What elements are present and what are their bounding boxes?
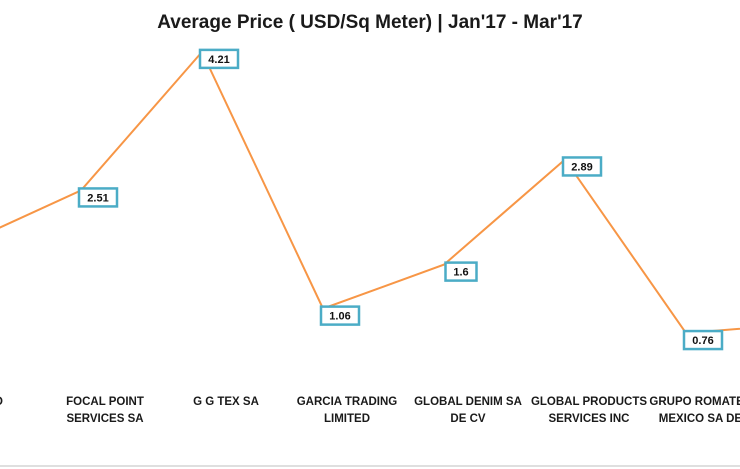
series-line — [0, 50, 740, 335]
data-label-box — [77, 187, 119, 208]
x-tick-label-line: GARCIA TRADING — [297, 396, 398, 408]
x-tick-label-line: SERVICES INC — [549, 413, 630, 425]
data-label: 4.21 — [198, 48, 240, 70]
x-tick-label-line: SERVICES SA — [66, 413, 143, 425]
data-label-text: 2.51 — [87, 192, 108, 204]
data-label: 1.6 — [444, 261, 478, 282]
x-tick-label: GLOBAL DENIM SA DE CV — [414, 396, 522, 425]
data-label-box — [682, 329, 724, 351]
x-tick-label-line: GLOBAL DENIM SA — [414, 396, 522, 408]
chart-title: Average Price ( USD/Sq Meter) | Jan'17 -… — [157, 12, 583, 33]
x-tick-label-line: G G TEX SA — [193, 396, 259, 408]
x-tick-label-line: DE CV — [450, 413, 485, 425]
data-label: 2.89 — [561, 156, 603, 177]
x-tick-label-line: GRUPO ROMATEX DE — [649, 396, 740, 408]
x-tick-label-line: O — [0, 396, 3, 408]
x-tick-label-line: LIMITED — [324, 413, 370, 425]
data-label-box — [198, 48, 240, 70]
x-tick-label: GLOBAL PRODUCTS SERVICES INC — [531, 396, 647, 425]
data-label: 0.76 — [682, 329, 724, 351]
x-tick-label-line: MEXICO SA DE CV — [659, 413, 740, 425]
data-label-text: 0.76 — [692, 335, 713, 347]
data-label: 2.51 — [77, 187, 119, 208]
x-tick-label: GARCIA TRADING LIMITED — [297, 396, 398, 425]
data-label-box — [561, 156, 603, 177]
x-tick-label: O — [0, 396, 3, 408]
x-tick-label-line: GLOBAL PRODUCTS — [531, 396, 647, 408]
x-tick-label: G G TEX SA — [193, 396, 259, 408]
data-label-text: 1.6 — [453, 267, 468, 279]
x-tick-label-line: FOCAL POINT — [66, 396, 144, 408]
x-tick-label: FOCAL POINT SERVICES SA — [66, 396, 144, 425]
data-label: 1.06 — [319, 305, 361, 326]
data-label-text: 4.21 — [208, 54, 229, 66]
data-label-box — [444, 261, 478, 282]
x-tick-label: GRUPO ROMATEX DE MEXICO SA DE CV — [649, 396, 740, 425]
data-label-box — [319, 305, 361, 326]
data-label-text: 1.06 — [329, 311, 350, 323]
data-label-text: 2.89 — [571, 161, 592, 173]
